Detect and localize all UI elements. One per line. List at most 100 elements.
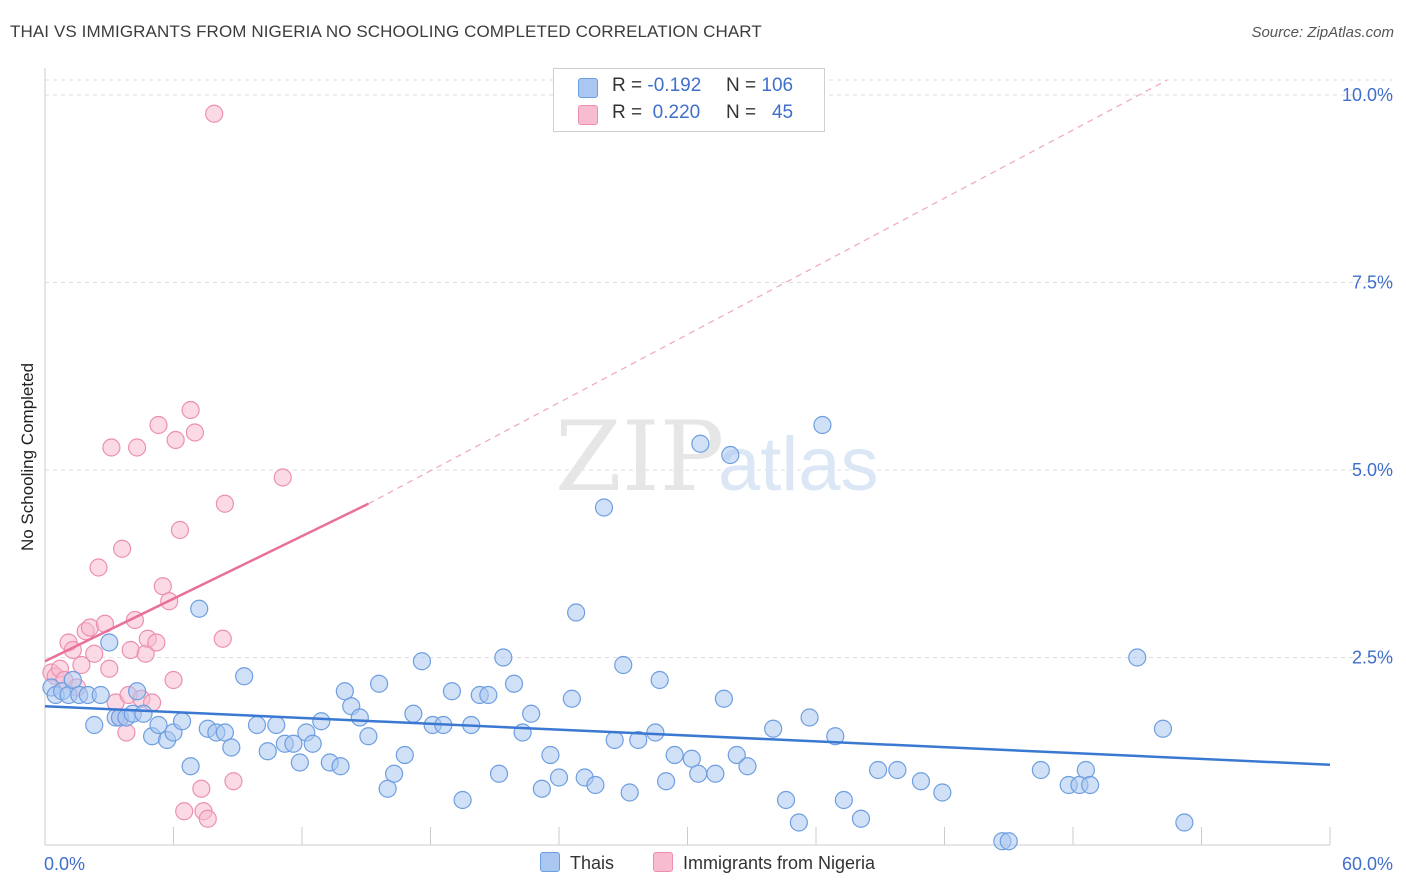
data-point [442, 682, 462, 701]
legend-r-value-thais: -0.192 [647, 75, 702, 96]
data-point [164, 670, 183, 690]
data-point [215, 723, 234, 742]
data-point [489, 764, 509, 783]
legend-swatch-thais [578, 78, 598, 98]
watermark-zip: ZIP [555, 401, 724, 513]
bottom-legend-swatch-thais [540, 852, 560, 872]
data-point [63, 670, 82, 690]
x-tick-label-max: 60.0% [1342, 854, 1393, 874]
data-point [1031, 760, 1050, 780]
data-point [594, 498, 614, 517]
data-point [127, 438, 147, 457]
data-point [153, 577, 172, 596]
data-point [172, 712, 192, 731]
trend-lines [44, 79, 1331, 766]
data-point [331, 757, 350, 776]
legend-swatch-nigeria [578, 105, 598, 125]
trendline-nigeria-extension [368, 79, 1168, 505]
data-point [826, 727, 845, 746]
data-point [147, 633, 166, 652]
data-point [72, 655, 91, 675]
watermark-atlas: atlas [718, 422, 879, 507]
data-point [175, 802, 194, 821]
bottom-legend-label-nigeria: Immigrants from Nigeria [683, 853, 876, 873]
data-point [404, 704, 423, 723]
data-point [222, 738, 241, 757]
watermark: ZIP atlas [555, 401, 879, 513]
data-point [586, 775, 605, 795]
data-point [933, 783, 952, 802]
data-point [378, 779, 397, 798]
data-point [303, 734, 322, 753]
data-point [614, 655, 633, 675]
data-point [656, 772, 676, 791]
legend-r-label: R = [612, 102, 643, 123]
data-point [258, 742, 277, 761]
data-point [522, 704, 541, 723]
data-point [121, 640, 140, 660]
data-point [127, 682, 147, 701]
data-point [1076, 760, 1095, 780]
data-point [689, 764, 708, 783]
data-point [888, 760, 907, 780]
data-point [789, 813, 808, 832]
legend-r-label: R = [612, 75, 643, 96]
bottom-legend-thais[interactable]: Thais [540, 852, 614, 874]
data-point [100, 633, 119, 652]
data-point [80, 618, 100, 637]
data-point [665, 745, 684, 765]
data-point [149, 715, 168, 735]
data-point [479, 685, 498, 705]
data-point [911, 772, 931, 791]
y-tick-label: 10.0% [1342, 85, 1393, 105]
data-point [532, 779, 551, 798]
y-axis-label: No Schooling Completed [18, 362, 37, 552]
data-point [691, 434, 710, 453]
data-point [91, 685, 110, 705]
data-point [359, 727, 378, 746]
data-point [350, 708, 369, 727]
axes [44, 68, 1331, 846]
data-point [192, 779, 211, 798]
data-point [112, 539, 132, 558]
data-point [620, 783, 639, 802]
series-thais [42, 415, 1194, 851]
data-point [213, 629, 232, 648]
data-point [85, 644, 104, 663]
data-point [629, 730, 648, 750]
data-point [149, 415, 168, 435]
bottom-legend-nigeria[interactable]: Immigrants from Nigeria [653, 852, 875, 874]
legend-r-value-nigeria: 0.220 [652, 102, 701, 123]
series-immigrants-from-nigeria [42, 104, 292, 828]
legend-n-value-nigeria: 45 [771, 102, 794, 123]
data-point [134, 704, 153, 723]
data-point [273, 468, 292, 487]
data-point [682, 749, 701, 768]
source-label: Source: ZipAtlas.com [1251, 24, 1394, 41]
data-point [549, 768, 569, 787]
data-point [721, 445, 740, 465]
data-point [453, 790, 472, 810]
data-point [541, 745, 560, 765]
data-point [504, 674, 524, 693]
data-point [776, 790, 796, 810]
tick-labels: 2.5% 5.0% 7.5% 10.0% 0.0% 60.0% [44, 85, 1393, 874]
data-point [1175, 813, 1194, 832]
data-point [370, 674, 389, 693]
data-point [834, 790, 853, 810]
data-point [185, 423, 205, 442]
data-point [494, 648, 513, 667]
data-point [999, 832, 1018, 851]
data-point [727, 745, 746, 765]
data-point [567, 603, 586, 622]
data-point [215, 494, 234, 513]
chart-title: THAI VS IMMIGRANTS FROM NIGERIA NO SCHOO… [10, 22, 762, 41]
data-point [284, 734, 303, 753]
data-point [714, 689, 734, 708]
data-point [312, 712, 331, 731]
data-point [170, 520, 190, 540]
bottom-legend-swatch-nigeria [653, 852, 673, 872]
data-point [813, 415, 832, 435]
data-point [235, 667, 254, 686]
